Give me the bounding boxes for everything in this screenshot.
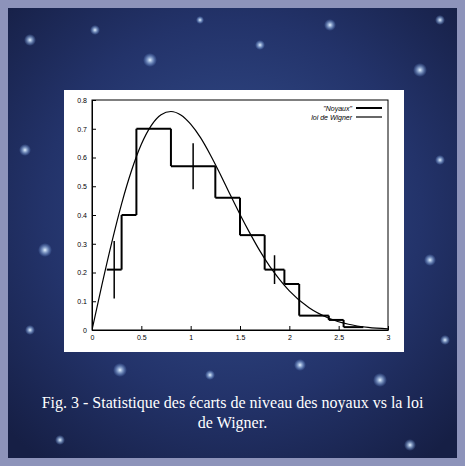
- x-tick-mark: [240, 326, 241, 330]
- y-tick-mark: [92, 244, 96, 245]
- legend-swatch: [356, 107, 382, 109]
- x-tick-label: 2: [288, 334, 292, 341]
- histogram-step: [122, 214, 137, 216]
- spot: [435, 155, 445, 165]
- y-tick-mark: [92, 215, 96, 216]
- x-tick-label: 0.5: [137, 334, 147, 341]
- x-tick-mark: [191, 326, 192, 330]
- wigner-curve: [92, 112, 388, 331]
- x-tick-mark: [289, 326, 290, 330]
- y-tick-mark: [92, 129, 96, 130]
- spot: [24, 34, 36, 46]
- marks: [92, 112, 388, 331]
- y-tick-label: 0.3: [77, 240, 87, 247]
- y-tick-label: 0.7: [77, 125, 87, 132]
- legend-swatch: [356, 116, 382, 117]
- spot: [435, 15, 445, 25]
- spot: [113, 363, 127, 377]
- x-tick: 1: [189, 326, 193, 341]
- histogram-riser: [170, 129, 172, 166]
- histogram-riser: [264, 235, 266, 270]
- x-tick-label: 2.5: [334, 334, 344, 341]
- y-tick-mark: [92, 273, 96, 274]
- spot: [424, 254, 436, 266]
- y-tick: 0.6: [77, 154, 96, 161]
- y-tick: 0.1: [77, 298, 96, 305]
- background-spots: [19, 15, 450, 451]
- error-bar: [192, 143, 194, 189]
- spot: [55, 435, 65, 445]
- error-bar: [274, 255, 276, 284]
- plot-frame: [92, 100, 388, 330]
- histogram-step: [136, 128, 171, 130]
- spot: [38, 243, 52, 257]
- y-tick-mark: [92, 186, 96, 187]
- y-tick-mark: [92, 301, 96, 302]
- y-tick: 0.4: [77, 212, 96, 219]
- legend: "Noyaux"loi de Wigner: [311, 105, 382, 122]
- frame: [0, 0, 465, 466]
- histogram-riser: [121, 215, 123, 270]
- x-tick-label: 1.5: [236, 334, 246, 341]
- caption: Fig. 3 - Statistique des écarts de nivea…: [42, 394, 424, 432]
- y-tick-label: 0.1: [77, 298, 87, 305]
- spot: [19, 144, 31, 156]
- spot: [143, 53, 157, 67]
- x-tick: 0.5: [137, 326, 147, 341]
- spot: [294, 359, 306, 371]
- x-tick-label: 1: [189, 334, 193, 341]
- figure: 0 0.5 1 1.5 2 2.5 3 0 0.1 0.2 0.3 0.4 0.5 0.6 0.7 0.8 "N…: [0, 0, 465, 466]
- x-tick: 2.5: [334, 326, 344, 341]
- y-tick: 0.2: [77, 269, 96, 276]
- x-tick-label: 3: [387, 334, 391, 341]
- spot: [196, 16, 204, 24]
- plot-card: [64, 90, 404, 352]
- spot: [324, 19, 336, 31]
- y-tick-label: 0.2: [77, 269, 87, 276]
- y-tick: 0.3: [77, 240, 96, 247]
- y-tick-label: 0.8: [77, 97, 87, 104]
- histogram: [107, 129, 364, 327]
- y-tick: 0.7: [77, 125, 96, 132]
- legend-label: "Noyaux": [323, 105, 352, 113]
- x-tick-label: 0: [91, 334, 95, 341]
- histogram-riser: [283, 270, 285, 284]
- y-tick-label: 0.5: [77, 183, 87, 190]
- spot: [373, 373, 387, 387]
- y-tick-label: 0: [83, 327, 87, 334]
- legend-label: loi de Wigner: [311, 114, 352, 122]
- histogram-step: [284, 283, 299, 285]
- spot: [413, 63, 427, 77]
- error-bar: [113, 241, 115, 299]
- x-tick-mark: [339, 326, 340, 330]
- spot: [25, 325, 35, 335]
- x-tick: 2: [288, 326, 292, 341]
- spot: [404, 439, 416, 451]
- spot: [90, 25, 100, 35]
- histogram-riser: [135, 129, 137, 215]
- spot: [440, 335, 450, 345]
- y-tick: 0.5: [77, 183, 96, 190]
- histogram-step: [240, 234, 265, 236]
- histogram-riser: [214, 166, 216, 198]
- background: [8, 8, 457, 458]
- y-tick-label: 0.4: [77, 212, 87, 219]
- spot: [255, 40, 265, 50]
- x-tick: 1.5: [236, 326, 246, 341]
- x-tick-mark: [141, 326, 142, 330]
- spot: [205, 370, 215, 380]
- y-tick-label: 0.6: [77, 154, 87, 161]
- y-tick-mark: [92, 158, 96, 159]
- y-axis: 0 0.1 0.2 0.3 0.4 0.5 0.6 0.7 0.8: [77, 97, 96, 334]
- x-axis: 0 0.5 1 1.5 2 2.5 3: [91, 326, 391, 341]
- histogram-step: [215, 197, 240, 199]
